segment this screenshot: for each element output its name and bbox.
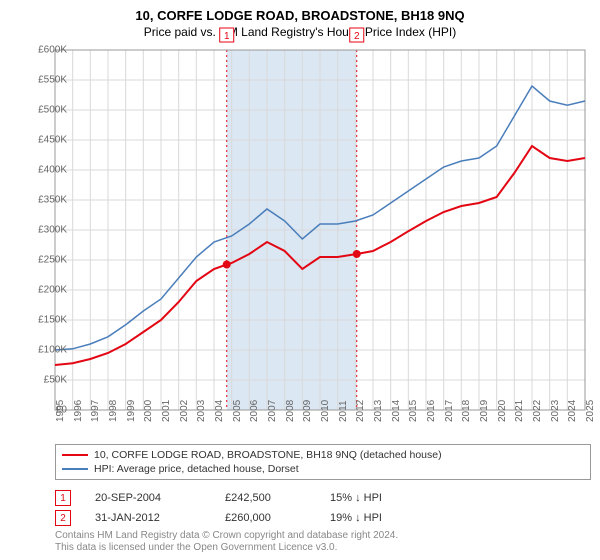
x-axis-label: 2004 (214, 400, 225, 422)
x-axis-label: 2015 (408, 400, 419, 422)
x-axis-label: 2017 (444, 400, 455, 422)
footer-line1: Contains HM Land Registry data © Crown c… (55, 530, 398, 542)
x-axis-label: 2023 (550, 400, 561, 422)
y-axis-label: £400K (17, 165, 67, 176)
legend-swatch-property (62, 454, 88, 456)
marker-pct: 15% ↓ HPI (330, 492, 450, 504)
x-axis-label: 2011 (338, 400, 349, 422)
footer-note: Contains HM Land Registry data © Crown c… (55, 530, 398, 554)
marker-pct: 19% ↓ HPI (330, 512, 450, 524)
marker-price: £260,000 (225, 512, 330, 524)
x-axis-label: 2008 (285, 400, 296, 422)
x-axis-label: 2010 (320, 400, 331, 422)
x-axis-label: 1999 (126, 400, 137, 422)
x-axis-label: 2024 (567, 400, 578, 422)
x-axis-label: 1998 (108, 400, 119, 422)
x-axis-label: 2002 (179, 400, 190, 422)
marker-row: 2 31-JAN-2012£260,00019% ↓ HPI (55, 508, 450, 528)
chart-plot-area: 12 (55, 50, 585, 410)
x-axis-label: 2005 (232, 400, 243, 422)
x-axis-label: 2016 (426, 400, 437, 422)
y-axis-label: £200K (17, 285, 67, 296)
x-axis-label: 1995 (55, 400, 66, 422)
x-axis-label: 2022 (532, 400, 543, 422)
y-axis-label: £250K (17, 255, 67, 266)
x-axis-label: 1996 (73, 400, 84, 422)
chart-title: 10, CORFE LODGE ROAD, BROADSTONE, BH18 9… (0, 0, 600, 23)
y-axis-label: £50K (17, 375, 67, 386)
x-axis-label: 2020 (497, 400, 508, 422)
x-axis-label: 1997 (90, 400, 101, 422)
marker-badge: 1 (55, 490, 71, 506)
y-axis-label: £450K (17, 135, 67, 146)
svg-text:2: 2 (354, 31, 360, 42)
y-axis-label: £550K (17, 75, 67, 86)
marker-badge: 2 (55, 510, 71, 526)
x-axis-label: 2001 (161, 400, 172, 422)
x-axis-label: 2006 (249, 400, 260, 422)
marker-row: 1 20-SEP-2004£242,50015% ↓ HPI (55, 488, 450, 508)
legend-item-hpi: HPI: Average price, detached house, Dors… (62, 462, 584, 476)
x-axis-label: 2021 (514, 400, 525, 422)
x-axis-label: 2025 (585, 400, 596, 422)
legend: 10, CORFE LODGE ROAD, BROADSTONE, BH18 9… (55, 444, 591, 480)
y-axis-label: £500K (17, 105, 67, 116)
marker-date: 20-SEP-2004 (95, 492, 225, 504)
x-axis-label: 2009 (302, 400, 313, 422)
marker-price: £242,500 (225, 492, 330, 504)
x-axis-label: 2014 (391, 400, 402, 422)
svg-text:1: 1 (224, 31, 230, 42)
legend-label-hpi: HPI: Average price, detached house, Dors… (94, 463, 299, 475)
legend-label-property: 10, CORFE LODGE ROAD, BROADSTONE, BH18 9… (94, 449, 442, 461)
legend-swatch-hpi (62, 468, 88, 470)
x-axis-label: 2013 (373, 400, 384, 422)
marker-table: 1 20-SEP-2004£242,50015% ↓ HPI 2 31-JAN-201… (55, 488, 450, 528)
y-axis-label: £350K (17, 195, 67, 206)
y-axis-label: £150K (17, 315, 67, 326)
x-axis-label: 2012 (355, 400, 366, 422)
x-axis-label: 2018 (461, 400, 472, 422)
y-axis-label: £600K (17, 45, 67, 56)
marker-date: 31-JAN-2012 (95, 512, 225, 524)
x-axis-label: 2019 (479, 400, 490, 422)
x-axis-label: 2003 (196, 400, 207, 422)
legend-item-property: 10, CORFE LODGE ROAD, BROADSTONE, BH18 9… (62, 448, 584, 462)
footer-line2: This data is licensed under the Open Gov… (55, 542, 398, 554)
x-axis-label: 2000 (143, 400, 154, 422)
x-axis-label: 2007 (267, 400, 278, 422)
y-axis-label: £300K (17, 225, 67, 236)
chart-subtitle: Price paid vs. HM Land Registry's House … (0, 23, 600, 45)
y-axis-label: £100K (17, 345, 67, 356)
